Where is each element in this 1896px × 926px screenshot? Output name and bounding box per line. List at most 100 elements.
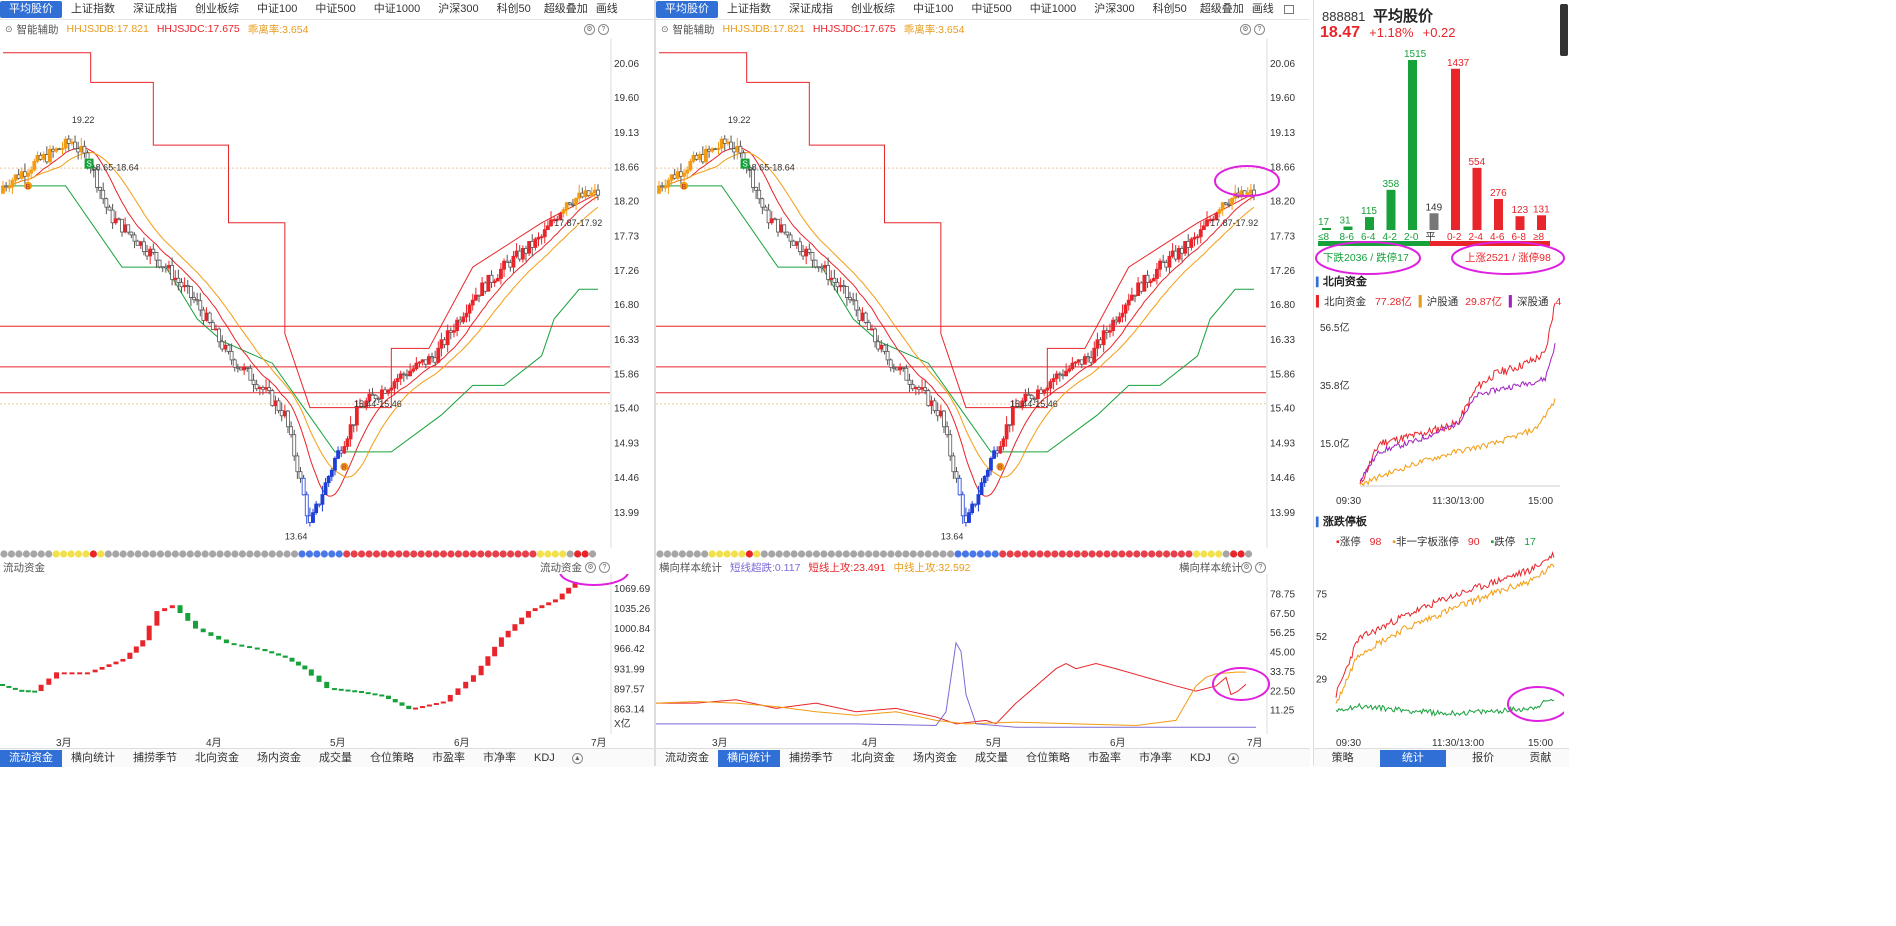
btab-volume[interactable]: 成交量 (975, 751, 1008, 764)
tab-zz1000[interactable]: 中证1000 (373, 3, 421, 15)
tab-hs300[interactable]: 沪深300 (1094, 3, 1135, 15)
tab-zz100[interactable]: 中证100 (913, 3, 954, 15)
candle-body (76, 148, 81, 153)
settings-icon[interactable]: ⚙ (1241, 561, 1252, 573)
tab-super-overlay[interactable]: 超级叠加 (1199, 3, 1244, 15)
side-tab-contrib[interactable]: 贡献 (1529, 751, 1552, 764)
indicator-label[interactable]: 智能辅助 (16, 23, 59, 36)
side-tab-stats[interactable]: 统计 (1379, 749, 1446, 767)
liquidity-bar (447, 694, 453, 702)
kline-chart-right[interactable]: 20.06 19.60 19.13 18.66 18.20 17.73 17.26 16.80… (656, 38, 1310, 548)
sub-chart-value-1: 短线超跌:0.117 (730, 561, 801, 574)
candle-body (772, 218, 777, 221)
tab-sz-index[interactable]: 深证成指 (789, 3, 833, 15)
signal-dot (499, 550, 507, 558)
btab-north[interactable]: 北向资金 (195, 751, 239, 764)
north-fund-chart[interactable]: 56.5亿 35.8亿 15.0亿 09:30 11:30/13:00 15:00 (1314, 300, 1564, 510)
btab-pe[interactable]: 市盈率 (432, 751, 465, 764)
tab-kc50[interactable]: 科创50 (1152, 3, 1187, 15)
btab-volume[interactable]: 成交量 (319, 751, 352, 764)
kline-chart-left[interactable]: 20.06 19.60 19.13 18.66 18.20 17.73 17.26 16.80… (0, 38, 654, 548)
btab-liquidity[interactable]: 流动资金 (0, 749, 62, 767)
btab-pb[interactable]: 市净率 (483, 751, 516, 764)
candle-body (60, 147, 65, 150)
liquidity-bar (12, 687, 18, 690)
chevron-up-icon[interactable]: ▲ (571, 752, 583, 764)
candle-body (704, 148, 708, 163)
liquidity-bar (200, 628, 206, 633)
btab-kdj[interactable]: KDJ (1190, 751, 1211, 764)
settings-icon[interactable]: ⚙ (1240, 23, 1251, 35)
candle-body (722, 138, 727, 144)
tab-draw-line[interactable]: 画线 (595, 3, 618, 15)
indicator-value-2: HHJSJDC:17.675 (812, 23, 896, 35)
help-icon[interactable]: ? (599, 561, 610, 573)
panel-divider[interactable] (654, 0, 656, 766)
candle-body (1111, 319, 1115, 332)
btab-position[interactable]: 仓位策略 (1026, 751, 1070, 764)
horizontal-stat-chart[interactable]: 78.75 67.50 56.25 45.00 33.75 22.50 11.25 3月 4月 5… (656, 574, 1310, 748)
limit-up-down-chart[interactable]: 75 52 29 09:30 11:30/13:00 15:00 (1314, 540, 1564, 748)
tab-avg-price[interactable]: 平均股价 (656, 1, 718, 18)
btab-position[interactable]: 仓位策略 (370, 751, 414, 764)
help-icon[interactable]: ? (1255, 561, 1266, 573)
price-tick-label: 18.20 (1270, 197, 1295, 208)
btab-north[interactable]: 北向资金 (851, 751, 895, 764)
tab-avg-price[interactable]: 平均股价 (0, 1, 62, 18)
lower-band-line (3, 185, 598, 453)
btab-pe[interactable]: 市盈率 (1088, 751, 1121, 764)
tab-sh-index[interactable]: 上证指数 (727, 3, 771, 15)
signal-dot (179, 550, 187, 558)
signal-dot (1051, 550, 1059, 558)
side-tab-strategy[interactable]: 策略 (1331, 751, 1354, 764)
scroll-handle[interactable] (1560, 4, 1568, 56)
tab-cyb[interactable]: 创业板综 (851, 3, 895, 15)
tab-kc50[interactable]: 科创50 (496, 3, 531, 15)
candle-body (841, 285, 846, 287)
side-tab-quote[interactable]: 报价 (1472, 751, 1495, 764)
tab-draw-line[interactable]: 画线 (1251, 3, 1274, 15)
tab-zz1000[interactable]: 中证1000 (1029, 3, 1077, 15)
tab-hs300[interactable]: 沪深300 (438, 3, 479, 15)
btab-kdj[interactable]: KDJ (534, 751, 555, 764)
chevron-down-icon[interactable]: ⊙ (661, 23, 669, 34)
liquidity-chart[interactable]: 1069.69 1035.26 1000.84 966.42 931.99 897.57 8… (0, 574, 654, 748)
tab-zz500[interactable]: 中证500 (315, 3, 356, 15)
btab-pb[interactable]: 市净率 (1139, 751, 1172, 764)
chevron-up-icon[interactable]: ▲ (1227, 752, 1239, 764)
candle-body (829, 277, 834, 280)
indicator-label[interactable]: 智能辅助 (672, 23, 715, 36)
sz-connect-line (1359, 398, 1556, 487)
btab-fishing[interactable]: 捕捞季节 (789, 751, 833, 764)
tab-cyb[interactable]: 创业板综 (195, 3, 239, 15)
help-icon[interactable]: ? (1254, 23, 1265, 35)
tab-zz100[interactable]: 中证100 (257, 3, 298, 15)
candle-body (48, 148, 52, 163)
tab-super-overlay[interactable]: 超级叠加 (543, 3, 588, 15)
liquidity-bar (470, 675, 476, 682)
tab-sz-index[interactable]: 深证成指 (133, 3, 177, 15)
tab-zz500[interactable]: 中证500 (971, 3, 1012, 15)
btab-horizontal[interactable]: 横向统计 (71, 751, 115, 764)
tab-sh-index[interactable]: 上证指数 (71, 3, 115, 15)
btab-horizontal[interactable]: 横向统计 (718, 749, 780, 767)
window-icon[interactable] (1283, 5, 1294, 14)
highlight-ellipse (1212, 667, 1270, 701)
signal-dot (410, 550, 418, 558)
dist-value-label: 276 (1490, 188, 1507, 199)
chevron-down-icon[interactable]: ⊙ (5, 23, 13, 34)
help-icon[interactable]: ? (598, 23, 609, 35)
candle-body (536, 236, 541, 240)
candle-body (301, 477, 306, 496)
liquidity-bar (127, 652, 133, 659)
candle-body (819, 266, 824, 269)
lower-band-line (659, 185, 1254, 453)
settings-icon[interactable]: ⚙ (585, 561, 596, 573)
btab-fishing[interactable]: 捕捞季节 (133, 751, 177, 764)
candle-body (807, 248, 812, 253)
btab-onfloor[interactable]: 场内资金 (913, 751, 957, 764)
btab-liquidity[interactable]: 流动资金 (665, 751, 709, 764)
price-tick-label: 16.80 (614, 300, 639, 311)
settings-icon[interactable]: ⚙ (584, 23, 595, 35)
btab-onfloor[interactable]: 场内资金 (257, 751, 301, 764)
